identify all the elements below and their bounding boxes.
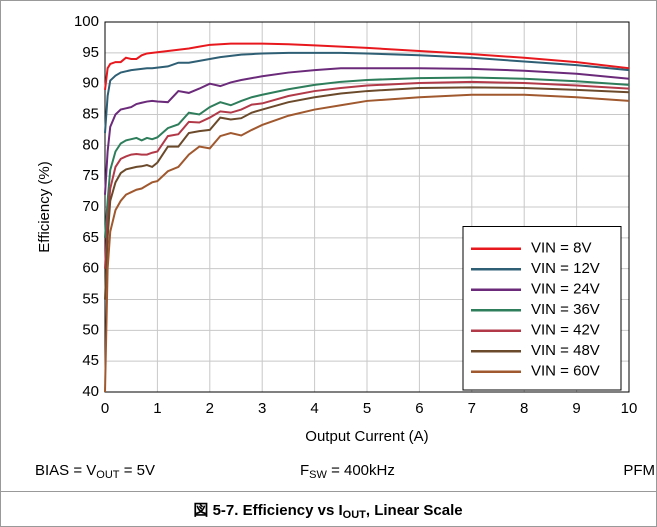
legend-label: VIN = 60V — [531, 363, 600, 380]
series-line — [104, 86, 630, 300]
series-line — [104, 51, 630, 134]
note: BIAS = VOUT = 5V — [35, 462, 155, 481]
caption: 図 5-7. Efficiency vs IOUT, Linear Scale — [193, 502, 462, 521]
note-text: = 400kHz — [327, 462, 395, 479]
series-line — [104, 76, 630, 238]
x-tick-label: 1 — [153, 400, 161, 417]
legend-label: VIN = 8V — [531, 240, 591, 257]
note-text: F — [300, 462, 309, 479]
x-tick-label: 4 — [310, 400, 318, 417]
note: PFM — [623, 462, 655, 479]
note-text: BIAS = V — [35, 462, 96, 479]
y-axis-label: Efficiency (%) — [36, 161, 53, 252]
note-text: = 5V — [120, 462, 155, 479]
x-tick-label: 5 — [363, 400, 371, 417]
x-tick-label: 9 — [572, 400, 580, 417]
x-tick-label: 10 — [621, 400, 638, 417]
note-sub: OUT — [96, 469, 120, 481]
y-tick-label: 85 — [82, 105, 99, 122]
legend-label: VIN = 48V — [531, 342, 600, 359]
series-line — [104, 42, 630, 90]
x-tick-label: 7 — [468, 400, 476, 417]
note-sub: SW — [309, 469, 327, 481]
y-tick-label: 45 — [82, 352, 99, 369]
x-axis-label: Output Current (A) — [305, 428, 428, 445]
legend-label: VIN = 24V — [531, 281, 600, 298]
y-tick-label: 75 — [82, 167, 99, 184]
series-line — [104, 80, 630, 269]
legend-label: VIN = 12V — [531, 260, 600, 277]
y-tick-label: 95 — [82, 44, 99, 61]
y-tick-label: 70 — [82, 198, 99, 215]
y-tick-label: 40 — [82, 383, 99, 400]
legend-label: VIN = 36V — [531, 301, 600, 318]
x-tick-label: 2 — [206, 400, 214, 417]
y-tick-label: 55 — [82, 290, 99, 307]
x-tick-label: 3 — [258, 400, 266, 417]
caption-sub: OUT — [343, 509, 367, 521]
y-tick-label: 90 — [82, 75, 99, 92]
x-tick-label: 8 — [520, 400, 528, 417]
x-tick-label: 0 — [101, 400, 109, 417]
y-tick-label: 60 — [82, 260, 99, 277]
caption-text: 図 5-7. Efficiency vs I — [193, 502, 342, 519]
note: FSW = 400kHz — [300, 462, 395, 481]
y-tick-label: 50 — [82, 321, 99, 338]
caption-text: , Linear Scale — [366, 502, 463, 519]
plot-border — [104, 21, 630, 393]
y-tick-label: 65 — [82, 229, 99, 246]
y-tick-label: 80 — [82, 136, 99, 153]
series-line — [104, 67, 630, 195]
y-tick-label: 100 — [74, 13, 99, 30]
legend-box — [462, 226, 622, 391]
x-tick-label: 6 — [415, 400, 423, 417]
note-text: PFM — [623, 462, 655, 479]
legend-label: VIN = 42V — [531, 322, 600, 339]
series-line — [104, 93, 630, 393]
